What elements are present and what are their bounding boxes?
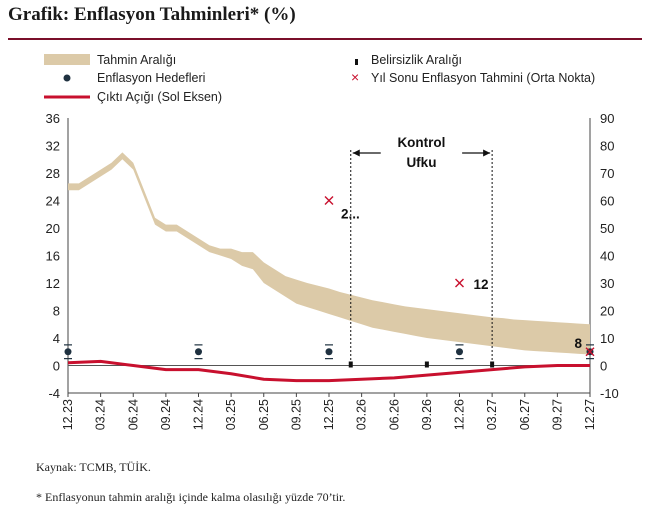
horizon-arrow-left-head bbox=[352, 149, 360, 157]
yearend-forecast-label: 12 bbox=[474, 277, 489, 292]
x-tick-label: 12.25 bbox=[322, 399, 336, 430]
inflation-forecast-chart: Tahmin Aralığı Enflasyon Hedefleri Çıktı… bbox=[44, 53, 619, 430]
y-left-tick-label: 28 bbox=[46, 166, 60, 181]
x-tick-label: 03.26 bbox=[355, 399, 369, 430]
y-right-tick-label: 0 bbox=[600, 359, 607, 374]
forecast-band bbox=[68, 152, 590, 355]
y-left-tick-label: 16 bbox=[46, 249, 60, 264]
x-tick-label: 06.26 bbox=[387, 399, 401, 430]
x-tick-label: 09.24 bbox=[159, 399, 173, 430]
horizon-label-line1: Kontrol bbox=[397, 135, 445, 150]
x-tick-label: 12.24 bbox=[192, 399, 206, 430]
x-tick-label: 09.27 bbox=[550, 399, 564, 430]
y-right-tick-label: 60 bbox=[600, 194, 614, 209]
page-title: Grafik: Enflasyon Tahminleri* (%) bbox=[8, 4, 296, 25]
inflation-target-point bbox=[325, 348, 333, 356]
x-tick-label: 06.24 bbox=[126, 399, 140, 430]
legend-band-label: Tahmin Aralığı bbox=[97, 53, 176, 67]
legend-target-label: Enflasyon Hedefleri bbox=[97, 71, 205, 85]
yearend-forecast-label: 8 bbox=[574, 336, 582, 351]
inflation-target-point bbox=[456, 348, 463, 356]
y-right-tick-label: 70 bbox=[600, 166, 614, 181]
y-right-tick-label: -10 bbox=[600, 386, 619, 401]
legend-yearend-marker: × bbox=[351, 69, 359, 85]
legend-uncertainty-marker bbox=[355, 59, 358, 65]
legend-gap-label: Çıktı Açığı (Sol Eksen) bbox=[97, 90, 222, 104]
uncertainty-marker bbox=[424, 361, 429, 368]
y-right-tick-label: 90 bbox=[600, 111, 614, 126]
axes: -404812162024283236-10010203040506070809… bbox=[46, 111, 619, 430]
legend: Tahmin Aralığı Enflasyon Hedefleri Çıktı… bbox=[44, 53, 595, 104]
source-note: Kaynak: TCMB, TÜİK. bbox=[36, 460, 151, 474]
footnote: * Enflasyonun tahmin aralığı içinde kalm… bbox=[36, 490, 346, 504]
y-left-tick-label: 24 bbox=[46, 194, 60, 209]
legend-band-swatch bbox=[44, 54, 90, 65]
x-tick-label: 06.27 bbox=[518, 399, 532, 430]
plot-area: 2...128 bbox=[64, 152, 595, 383]
y-left-tick-label: 12 bbox=[46, 276, 60, 291]
y-right-tick-label: 30 bbox=[600, 276, 614, 291]
x-tick-label: 03.24 bbox=[94, 399, 108, 430]
legend-yearend-label: Yıl Sonu Enflasyon Tahmini (Orta Nokta) bbox=[371, 71, 595, 85]
uncertainty-marker bbox=[348, 361, 353, 368]
y-left-tick-label: 8 bbox=[53, 304, 60, 319]
yearend-forecast-x-b bbox=[585, 347, 595, 357]
control-horizon: Kontrol Ufku bbox=[350, 135, 493, 366]
x-tick-label: 12.27 bbox=[583, 399, 597, 430]
inflation-target-point bbox=[64, 348, 72, 356]
uncertainty-marker bbox=[490, 361, 495, 368]
y-left-tick-label: 32 bbox=[46, 139, 60, 154]
legend-target-marker bbox=[63, 74, 71, 82]
legend-uncertainty-label: Belirsizlik Aralığı bbox=[371, 53, 462, 67]
y-left-tick-label: 20 bbox=[46, 221, 60, 236]
y-left-tick-label: 4 bbox=[53, 331, 60, 346]
x-tick-label: 03.27 bbox=[485, 399, 499, 430]
inflation-target-point bbox=[195, 348, 202, 356]
x-tick-label: 03.25 bbox=[224, 399, 238, 430]
output-gap-line bbox=[67, 359, 590, 383]
yearend-forecast-x-b bbox=[324, 196, 334, 205]
horizon-arrow-right-head bbox=[483, 149, 491, 157]
y-left-tick-label: 36 bbox=[46, 111, 60, 126]
y-right-tick-label: 10 bbox=[600, 331, 614, 346]
y-left-tick-label: 0 bbox=[53, 359, 60, 374]
x-tick-label: 12.26 bbox=[453, 399, 467, 430]
y-right-tick-label: 20 bbox=[600, 304, 614, 319]
x-tick-label: 09.26 bbox=[420, 399, 434, 430]
y-right-tick-label: 50 bbox=[600, 221, 614, 236]
x-tick-label: 12.23 bbox=[61, 399, 75, 430]
y-left-tick-label: -4 bbox=[48, 386, 60, 401]
yearend-forecast-x-b bbox=[455, 278, 464, 288]
horizon-label-line2: Ufku bbox=[406, 155, 436, 170]
y-right-tick-label: 80 bbox=[600, 139, 614, 154]
title-rule bbox=[8, 38, 642, 40]
x-tick-label: 09.25 bbox=[289, 399, 303, 430]
y-right-tick-label: 40 bbox=[600, 249, 614, 264]
x-tick-label: 06.25 bbox=[257, 399, 271, 430]
